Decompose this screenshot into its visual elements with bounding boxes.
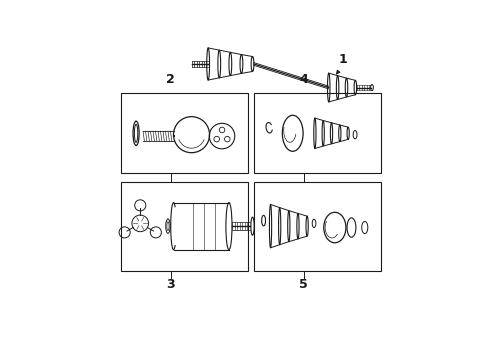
Text: 2: 2	[167, 73, 175, 86]
Bar	[254, 182, 381, 270]
Text: 5: 5	[299, 278, 308, 291]
Text: 1: 1	[338, 53, 347, 66]
Bar	[121, 182, 248, 270]
Text: 3: 3	[167, 278, 175, 291]
Bar	[254, 93, 381, 174]
Bar	[121, 93, 248, 174]
Text: 4: 4	[299, 73, 308, 86]
